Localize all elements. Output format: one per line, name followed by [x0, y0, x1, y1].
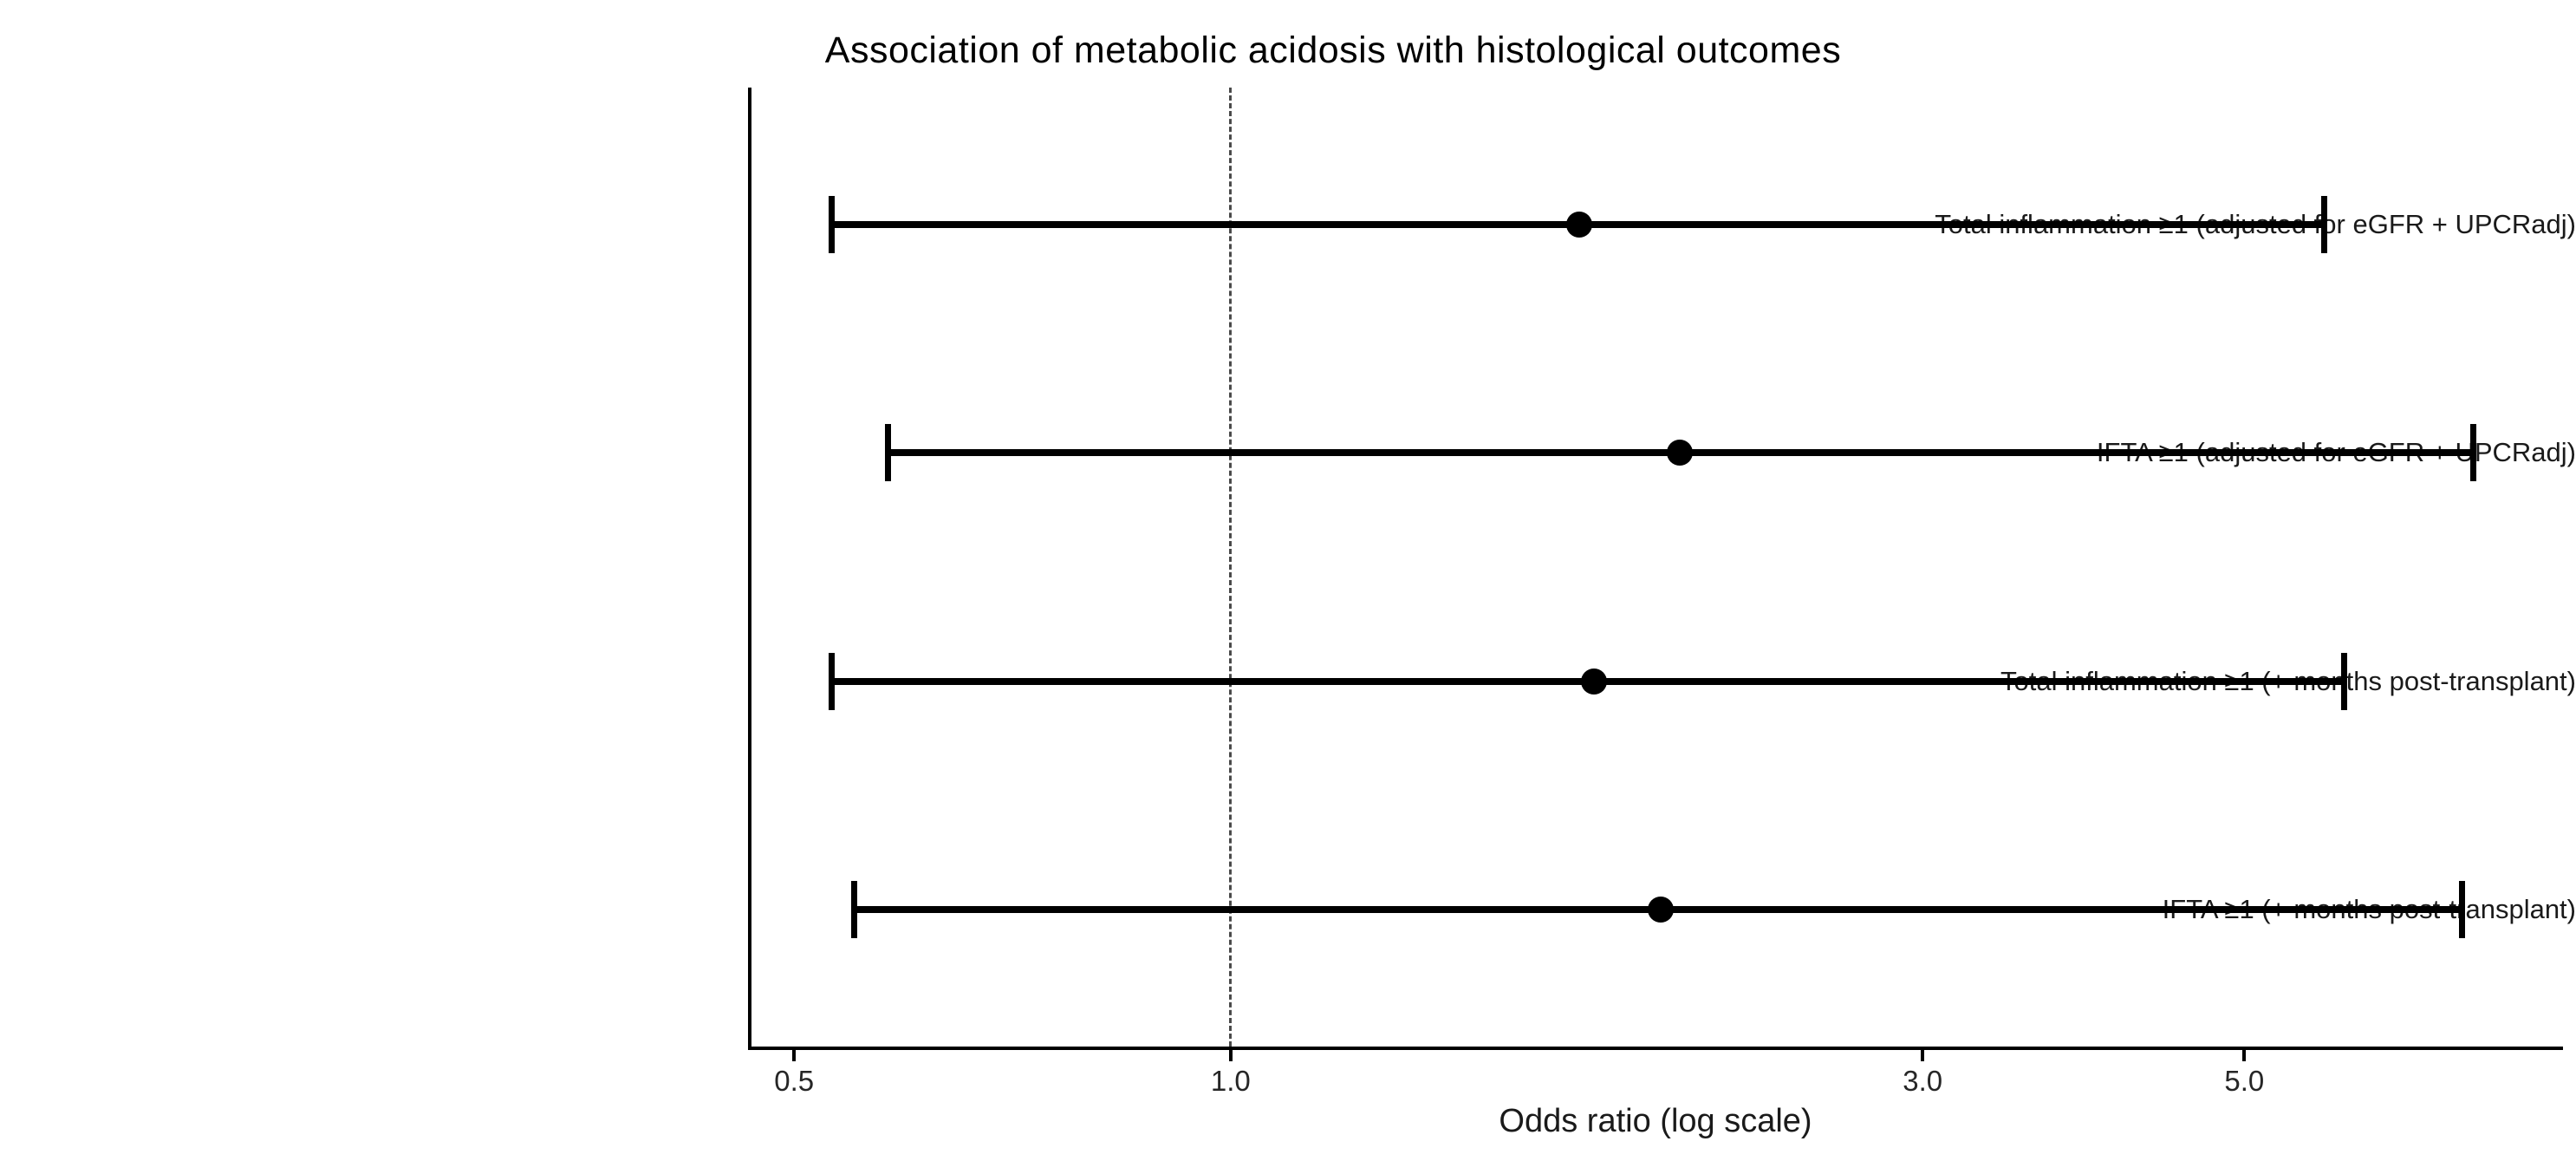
or-point-row-2 [1580, 668, 1607, 695]
ci-cap-high-1 [2470, 424, 2477, 482]
or-point-row-1 [1666, 440, 1693, 466]
chart-title: Association of metabolic acidosis with h… [824, 29, 1842, 71]
x-tick-label-0.5: 0.5 [774, 1065, 815, 1097]
ci-cap-low-3 [851, 881, 858, 938]
ci-cap-high-3 [2459, 881, 2466, 938]
plot-panel [750, 88, 2561, 1047]
ci-cap-low-1 [885, 424, 892, 482]
x-tick-label-5.0: 5.0 [2224, 1065, 2265, 1097]
or-point-row-3 [1648, 897, 1675, 923]
ci-cap-low-0 [828, 196, 835, 253]
ci-cap-high-2 [2340, 652, 2347, 710]
ci-cap-low-2 [828, 652, 835, 710]
x-tick-mark-3.0 [1921, 1050, 1925, 1061]
reference-line-or-1 [1229, 88, 1233, 1047]
x-axis-title: Odds ratio (log scale) [1499, 1103, 1812, 1139]
x-tick-mark-1.0 [1228, 1050, 1233, 1061]
x-tick-mark-0.5 [792, 1050, 797, 1061]
x-tick-label-1.0: 1.0 [1210, 1065, 1251, 1097]
ci-cap-high-0 [2321, 196, 2327, 253]
x-axis-line [748, 1047, 2563, 1050]
x-tick-label-3.0: 3.0 [1903, 1065, 1943, 1097]
x-tick-mark-5.0 [2242, 1050, 2247, 1061]
y-axis-line [748, 88, 751, 1050]
or-point-row-0 [1566, 212, 1593, 238]
